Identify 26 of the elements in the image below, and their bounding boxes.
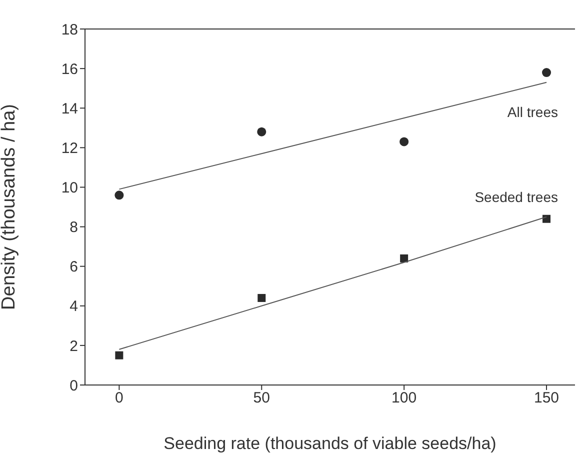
y-tick-label: 8 — [70, 219, 78, 236]
y-tick-label: 14 — [61, 100, 78, 118]
point — [258, 294, 266, 302]
x-tick-label: 0 — [115, 390, 124, 407]
point — [542, 68, 552, 78]
annotation: All trees — [507, 104, 558, 120]
y-tick-label: 0 — [70, 377, 78, 394]
point — [114, 190, 124, 200]
annotation: Seeded trees — [474, 189, 558, 205]
y-tick-label: 10 — [61, 180, 78, 197]
y-tick-label: 6 — [70, 258, 78, 276]
point — [115, 351, 124, 360]
y-tick-label: 12 — [61, 140, 78, 157]
point — [257, 127, 266, 136]
x-axis-title: Seeding rate (thousands of viable seeds/ha) — [164, 434, 496, 453]
x-tick-label: 100 — [392, 390, 417, 407]
y-axis-title: Density (thousands / ha) — [0, 104, 20, 310]
x-tick-label: 150 — [534, 390, 560, 407]
y-tick-label: 16 — [61, 60, 78, 78]
x-tick-label: 50 — [253, 390, 270, 407]
point — [542, 214, 551, 223]
y-tick-label: 18 — [61, 21, 78, 38]
y-tick-label: 2 — [70, 338, 78, 355]
point — [400, 137, 409, 146]
point — [400, 254, 408, 262]
y-tick-label: 4 — [70, 298, 78, 316]
